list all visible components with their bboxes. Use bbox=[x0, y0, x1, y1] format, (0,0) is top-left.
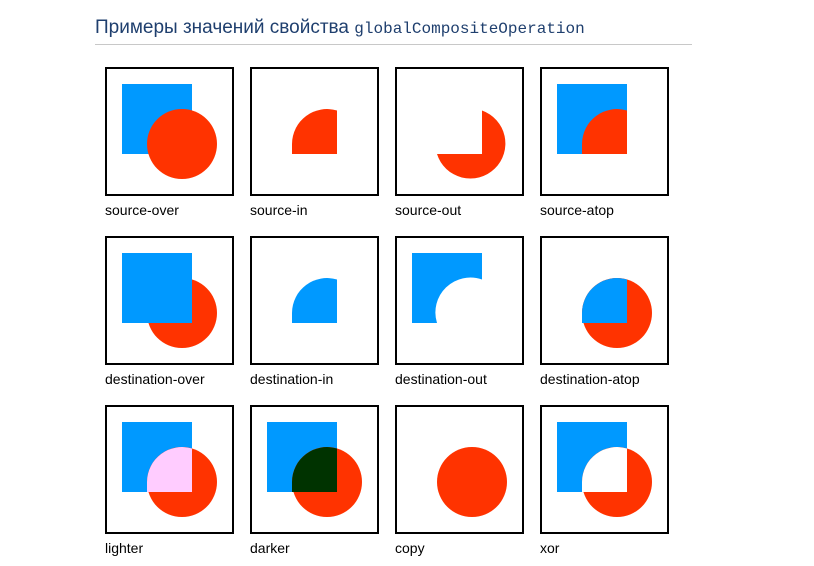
example-canvas bbox=[105, 405, 234, 534]
example-canvas bbox=[250, 405, 379, 534]
example-label: lighter bbox=[105, 540, 144, 556]
composite-diagram bbox=[437, 447, 507, 517]
example-canvas bbox=[540, 67, 669, 196]
blue-overlap-region bbox=[582, 278, 627, 323]
composite-diagram bbox=[292, 109, 337, 154]
example-canvas bbox=[540, 236, 669, 365]
example-canvas bbox=[395, 236, 524, 365]
example-label: source-in bbox=[250, 202, 308, 218]
red-circle bbox=[147, 109, 217, 179]
red-circle-outside bbox=[437, 110, 506, 179]
composite-diagram bbox=[557, 84, 627, 154]
example-label: destination-in bbox=[250, 371, 334, 387]
example-label: destination-over bbox=[105, 371, 205, 387]
example-source-out: source-out bbox=[395, 67, 524, 218]
example-destination-in: destination-in bbox=[250, 236, 379, 387]
blue-square bbox=[122, 253, 192, 323]
example-canvas bbox=[395, 405, 524, 534]
page-title: Примеры значений свойства globalComposit… bbox=[95, 16, 692, 45]
example-label: copy bbox=[395, 540, 425, 556]
red-overlap-region bbox=[292, 109, 337, 154]
red-overlap-region bbox=[582, 109, 627, 154]
example-canvas bbox=[250, 236, 379, 365]
example-copy: copy bbox=[395, 405, 524, 556]
composite-diagram bbox=[557, 422, 652, 517]
composite-diagram bbox=[292, 278, 337, 323]
blue-square-cut bbox=[412, 253, 482, 323]
cleared-overlap-region bbox=[582, 447, 627, 492]
example-source-in: source-in bbox=[250, 67, 379, 218]
composite-diagram bbox=[122, 84, 217, 179]
example-label: destination-out bbox=[395, 371, 487, 387]
example-source-atop: source-atop bbox=[540, 67, 669, 218]
dark-overlap-region bbox=[292, 447, 337, 492]
example-xor: xor bbox=[540, 405, 669, 556]
example-label: xor bbox=[540, 540, 560, 556]
example-lighter: lighter bbox=[105, 405, 234, 556]
example-destination-over: destination-over bbox=[105, 236, 234, 387]
red-circle bbox=[437, 447, 507, 517]
composite-diagram bbox=[267, 422, 362, 517]
example-canvas bbox=[105, 67, 234, 196]
composite-diagram bbox=[122, 253, 217, 348]
composite-diagram bbox=[437, 110, 506, 179]
light-overlap-region bbox=[147, 447, 192, 492]
example-destination-atop: destination-atop bbox=[540, 236, 669, 387]
composite-diagram bbox=[122, 422, 217, 517]
example-label: source-atop bbox=[540, 202, 614, 218]
title-text: Примеры значений свойства bbox=[95, 17, 355, 38]
example-label: darker bbox=[250, 540, 290, 556]
example-destination-out: destination-out bbox=[395, 236, 524, 387]
title-code: globalCompositeOperation bbox=[354, 20, 585, 38]
composite-diagram bbox=[582, 278, 652, 348]
example-label: source-over bbox=[105, 202, 179, 218]
composite-diagram bbox=[412, 253, 482, 323]
example-label: destination-atop bbox=[540, 371, 640, 387]
example-canvas bbox=[395, 67, 524, 196]
example-canvas bbox=[105, 236, 234, 365]
example-darker: darker bbox=[250, 405, 379, 556]
example-label: source-out bbox=[395, 202, 462, 218]
example-source-over: source-over bbox=[105, 67, 234, 218]
example-canvas bbox=[540, 405, 669, 534]
example-canvas bbox=[250, 67, 379, 196]
blue-overlap-region bbox=[292, 278, 337, 323]
